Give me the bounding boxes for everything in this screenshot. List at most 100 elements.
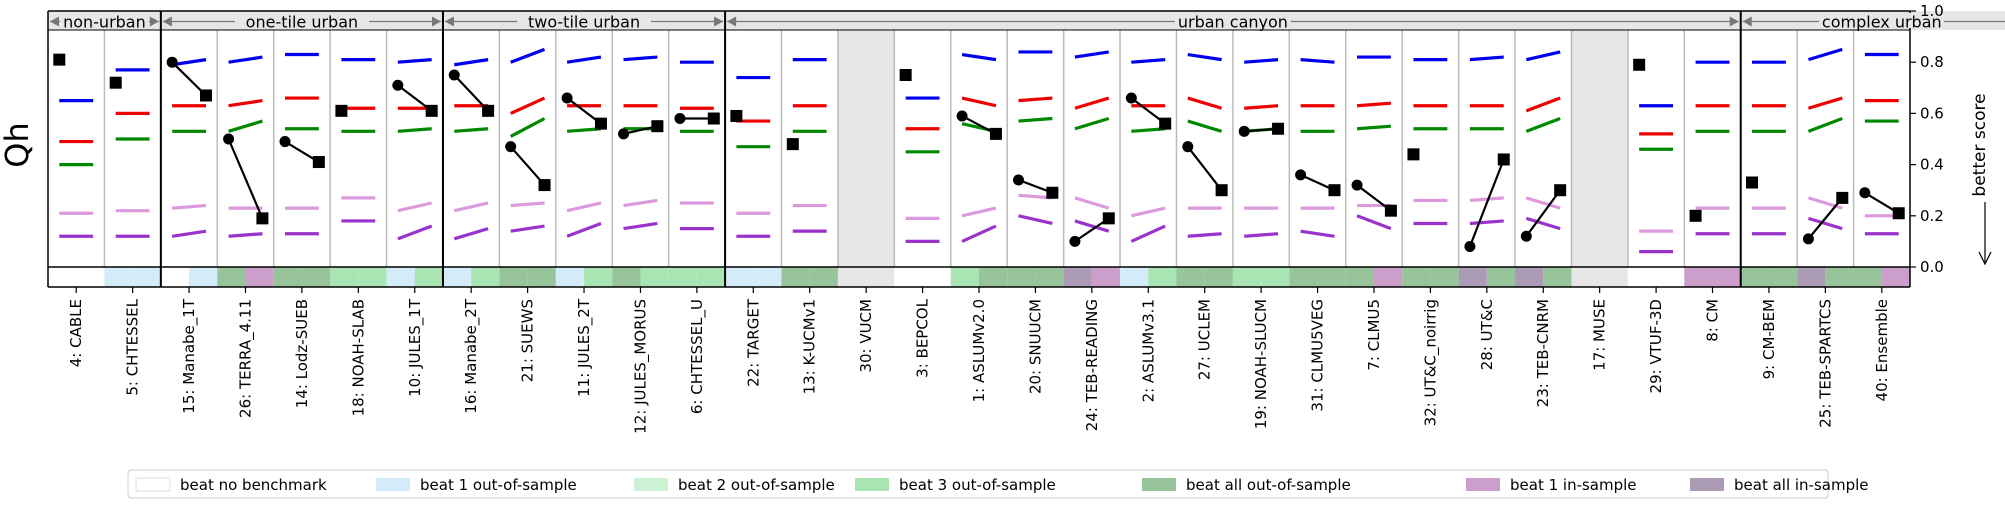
benchmark-strip-cell	[471, 267, 500, 287]
model-circle-marker	[561, 92, 573, 104]
model-circle-marker	[279, 136, 291, 148]
x-tick-label: 15: Manabe_1T	[180, 298, 199, 414]
model-square-marker	[1497, 153, 1510, 166]
benchmark-line-pink	[453, 201, 489, 213]
group-label-bg	[517, 13, 652, 28]
group-arrow-head-right	[149, 16, 159, 27]
model-square-marker	[707, 112, 720, 125]
legend-entry-label: beat all in-sample	[1734, 476, 1869, 494]
x-tick-label: 22: TARGET	[744, 298, 762, 387]
benchmark-line-pink	[1074, 196, 1110, 210]
benchmark-line-purple	[510, 224, 545, 233]
x-tick-label: 31: CLMU5VEG	[1309, 299, 1327, 412]
benchmark-strip-cell	[132, 267, 161, 287]
model-circle-marker	[956, 110, 968, 122]
legend-layer: beat no benchmark beat 1 out-of-sample bea…	[127, 469, 1869, 499]
benchmark-strip-cell	[1204, 267, 1233, 287]
benchmark-line-purple	[1300, 229, 1335, 238]
group-label: urban canyon	[1178, 13, 1288, 32]
benchmark-strip-cell	[301, 267, 331, 287]
model-square-marker	[199, 89, 212, 102]
x-tick-label: 5: CHTESSEL	[124, 298, 142, 395]
benchmark-line-purple	[1525, 216, 1561, 231]
better-score-label: better score	[1970, 93, 1990, 196]
model-circle-marker	[1125, 92, 1137, 104]
benchmark-strip-cell	[76, 267, 105, 287]
benchmark-line-purple	[623, 221, 658, 231]
model-square-marker	[594, 117, 607, 130]
benchmark-line-red	[1074, 96, 1110, 110]
x-tick-label: 24: TEB-READING	[1083, 299, 1101, 431]
benchmark-strip-cell	[1063, 267, 1092, 287]
benchmark-strip-cell	[1120, 267, 1149, 287]
benchmark-strip-cell	[922, 267, 951, 287]
benchmark-line-blue	[1469, 55, 1504, 62]
benchmark-strip-cell	[414, 267, 443, 287]
benchmark-strip-cell	[1712, 267, 1741, 287]
benchmark-strip-cell	[1853, 267, 1882, 287]
no-data-column-bg	[837, 11, 895, 267]
benchmark-strip-cell	[1825, 267, 1854, 287]
legend-swatch	[1142, 478, 1176, 491]
benchmark-strip-cell	[273, 267, 302, 287]
group-label-bg	[59, 13, 149, 28]
benchmark-strip-cell	[189, 267, 218, 287]
y-tick-label: 0.6	[1920, 104, 1944, 122]
benchmark-strip-cell	[1486, 267, 1516, 287]
legend-swatch	[135, 477, 171, 492]
group-arrow-head-right	[431, 16, 441, 27]
x-tick-label: 7: CLMU5	[1365, 299, 1383, 371]
benchmark-strip-cell	[1345, 267, 1374, 287]
model-square-marker	[538, 179, 551, 192]
model-connector-line	[509, 145, 546, 186]
model-circle-marker	[618, 128, 630, 140]
benchmark-strip-cell	[217, 267, 246, 287]
legend-swatch	[855, 478, 889, 491]
benchmark-line-blue	[1807, 47, 1843, 62]
benchmark-strip-cell	[584, 267, 613, 287]
model-square-marker	[335, 104, 348, 117]
model-square-marker	[1892, 207, 1905, 220]
benchmark-line-purple	[453, 227, 489, 241]
group-arrow-head-left	[50, 16, 59, 27]
x-tick-label: 26: TERRA_4.11	[236, 299, 255, 418]
benchmark-line-red	[1807, 96, 1843, 110]
axes-layer: non-urban one-tile urban two-tile urban urb…	[47, 2, 2005, 434]
model-circle-marker	[1012, 174, 1024, 186]
model-square-marker	[1746, 176, 1759, 189]
benchmark-line-blue	[171, 58, 207, 67]
benchmark-line-green	[1187, 119, 1223, 133]
benchmark-line-blue	[397, 58, 432, 64]
model-circle-marker	[1351, 179, 1363, 191]
model-circle-marker	[1859, 187, 1871, 199]
benchmark-line-blue	[1131, 58, 1166, 64]
benchmark-line-blue	[510, 47, 546, 64]
legend-entry-label: beat 2 out-of-sample	[678, 476, 835, 494]
model-square-marker	[482, 104, 495, 117]
model-square-marker	[899, 69, 912, 81]
benchmark-line-pink	[961, 206, 997, 218]
benchmark-line-purple	[397, 224, 433, 241]
legend-entry-label: beat 1 out-of-sample	[420, 476, 577, 494]
y-tick-label: 1.0	[1920, 2, 1944, 20]
benchmark-strip-cell	[1515, 267, 1544, 287]
model-square-marker	[1272, 122, 1285, 135]
benchmark-line-red	[1525, 96, 1561, 113]
benchmark-strip-cell	[1768, 267, 1798, 287]
model-circle-marker	[1295, 169, 1307, 181]
benchmark-line-pink	[172, 203, 207, 210]
benchmark-line-blue	[566, 55, 602, 64]
model-square-marker	[1046, 186, 1059, 199]
benchmark-line-blue	[961, 52, 997, 62]
benchmark-line-purple	[1187, 232, 1222, 238]
group-arrow-head-left	[1742, 16, 1752, 27]
model-square-marker	[1384, 204, 1397, 217]
x-tick-label: 30: VUCM	[857, 299, 875, 373]
benchmark-strip-cell	[386, 267, 415, 287]
benchmark-strip-cell	[1091, 267, 1121, 287]
benchmark-strip-cell	[1797, 267, 1826, 287]
benchmark-strip-cell	[696, 267, 726, 287]
benchmark-line-blue	[228, 55, 263, 64]
benchmark-strip-cell	[160, 267, 190, 287]
